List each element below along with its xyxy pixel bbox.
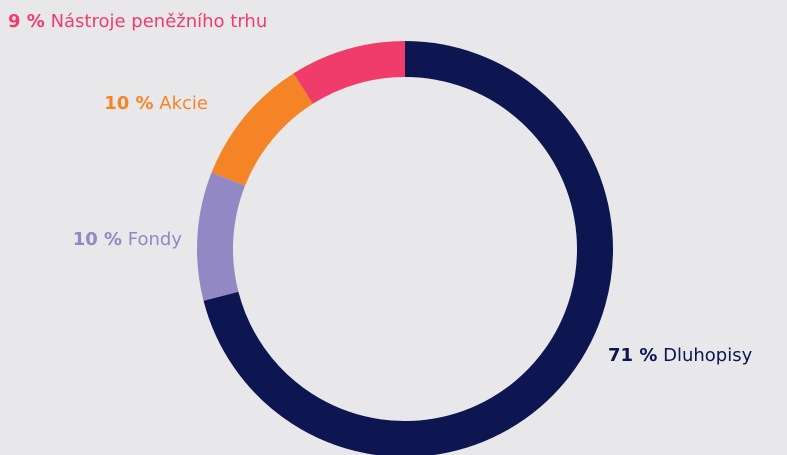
category-label: Fondy xyxy=(128,229,183,250)
segment-label: 9 % Nástroje peněžního trhu xyxy=(8,11,267,32)
value-label: 10 % xyxy=(104,93,153,114)
donut-segment xyxy=(293,41,406,104)
donut-segment xyxy=(211,73,314,187)
category-label: Dluhopisy xyxy=(663,345,752,366)
category-label: Nástroje peněžního trhu xyxy=(51,11,268,32)
donut-segment xyxy=(197,172,246,301)
value-label: 71 % xyxy=(608,345,657,366)
segment-label: 10 % Akcie xyxy=(104,93,208,114)
value-label: 9 % xyxy=(8,11,45,32)
category-label: Akcie xyxy=(159,93,208,114)
segment-label: 71 % Dluhopisy xyxy=(608,345,753,366)
segment-label: 10 % Fondy xyxy=(73,229,183,250)
donut-segment xyxy=(203,41,613,455)
value-label: 10 % xyxy=(73,229,122,250)
